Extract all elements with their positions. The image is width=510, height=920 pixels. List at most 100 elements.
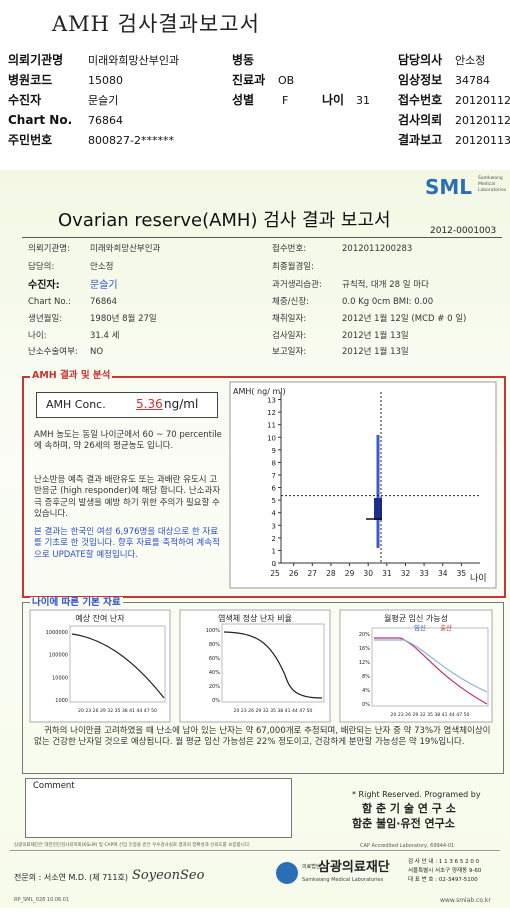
- info-value: 미래와희망산부인과: [90, 244, 161, 254]
- rule: [10, 850, 500, 851]
- basic-box: [22, 602, 504, 774]
- y-tick-label: 8: [272, 459, 276, 467]
- info-value: 2012년 1월 13일: [342, 347, 409, 357]
- x-tick-label: 20 23 26 29 32 35 38 41 44 47 50: [78, 708, 157, 714]
- chart-frame: [229, 381, 497, 589]
- analysis-box: [22, 376, 506, 598]
- report-number: 2012-0001003: [430, 226, 497, 236]
- chart-title: 예상 잔여 난자: [75, 613, 125, 623]
- info-value: NO: [90, 347, 104, 357]
- notice: 삼광의료재단은 대한진단검사의학회(KSLM) 및 CAP에 신임 인증을 받은…: [14, 843, 251, 848]
- y-tick-label: 11: [267, 422, 276, 430]
- y-tick-label: 6: [272, 485, 277, 493]
- chart-title: 월평균 임신 가능성: [384, 613, 448, 623]
- field-value: 76864: [88, 114, 123, 127]
- info-label: 검사일자:: [272, 331, 307, 341]
- field-label: 주민번호: [8, 133, 53, 147]
- x-axis-label: 나이: [470, 573, 487, 584]
- field-label: 병동: [232, 53, 255, 67]
- field-value: 문슬기: [88, 94, 119, 107]
- y-tick-label: 0%: [362, 702, 370, 708]
- x-tick-label: 32: [401, 569, 411, 578]
- info-label: 과거생리습관:: [272, 280, 322, 290]
- x-tick-label: 25: [270, 569, 280, 578]
- x-tick-label: 27: [308, 569, 318, 578]
- info-label: 의뢰기관명:: [28, 244, 70, 254]
- report-title: Ovarian reserve(AMH) 검사 결과 보고서: [58, 210, 391, 231]
- y-tick-label: 0: [272, 560, 276, 568]
- logo-sub: Laboratories: [478, 188, 507, 193]
- web: www.smlab.co.kr: [440, 897, 491, 904]
- info-label: 최종월경일:: [272, 262, 314, 272]
- field-value: 20120113: [455, 134, 510, 147]
- info: 서울특별시 서초구 양재동 9-60: [408, 868, 482, 874]
- curve: [223, 631, 323, 699]
- x-tick-label: 35: [457, 569, 467, 578]
- comment-box: [25, 778, 292, 838]
- info-label: 접수번호:: [272, 244, 307, 254]
- y-tick-label: 20%: [209, 684, 220, 690]
- x-tick-label: 26: [289, 569, 299, 578]
- field-label: 성별: [232, 93, 255, 107]
- field-value: 미래와희망산부인과: [88, 54, 180, 67]
- y-tick-label: 2: [272, 535, 276, 543]
- y-tick-label: 4%: [362, 688, 370, 694]
- signature: SoyeonSeo: [132, 868, 205, 883]
- para: 난소반응 예측 결과 배란유도 또는 과배란 유도시 고반응군 (high re…: [34, 475, 221, 520]
- credit: 함 춘 기 술 연 구 소: [362, 802, 456, 815]
- field-label: 접수번호: [398, 93, 443, 107]
- y-tick-label: 12%: [359, 660, 370, 666]
- info: 대 표 번 호 : 02-3497-5100: [408, 877, 478, 883]
- conc-unit: ng/ml: [164, 397, 199, 411]
- field-label: 임상정보: [398, 73, 443, 87]
- info-label: 담당의:: [28, 262, 55, 272]
- y-axis-label: AMH( ng/ ml): [233, 387, 286, 396]
- field-label: 의뢰기관명: [8, 53, 64, 67]
- info-value: 76864: [90, 297, 118, 307]
- code: RP_SML_028 10.06.01: [14, 897, 70, 903]
- y-tick-label: 3: [272, 522, 276, 530]
- y-tick-label: 7: [272, 472, 276, 480]
- org-logo: [276, 862, 298, 884]
- field-label: 병원코드: [8, 73, 53, 87]
- basic-charts: 예상 잔여 난자 1000000 100000 10000 1000 20 23 26 2…: [29, 609, 493, 723]
- y-tick-label: 1000: [55, 698, 68, 704]
- cap: CAP Accredited Laboratory, 69944-01: [360, 843, 455, 849]
- info-value: 안소정: [90, 262, 114, 272]
- conc-label: AMH Conc.: [46, 398, 106, 411]
- x-tick-label: 20 23 26 29 32 35 38 41 44 47 50: [234, 708, 313, 714]
- y-tick-label: 100000: [49, 653, 68, 659]
- info-value: 31.4 세: [90, 331, 120, 341]
- curve: [374, 637, 488, 705]
- x-tick-label: 34: [438, 569, 448, 578]
- field-value: 20120112: [455, 114, 510, 127]
- logo-sub: Medical: [478, 182, 496, 187]
- info: 검 사 안 내 : 1 1 3 6 5 2 0 0: [408, 859, 480, 865]
- field-value: 15080: [88, 74, 123, 87]
- info-label: 나이:: [28, 331, 47, 341]
- field-value: 31: [356, 94, 370, 107]
- org: 삼광의료재단: [318, 860, 390, 875]
- info-value: 문슬기: [90, 280, 118, 291]
- conc-box: [36, 392, 218, 418]
- info-label: 채취일자:: [272, 314, 307, 324]
- conc-value: 5.36: [136, 397, 163, 411]
- info-label: 보고일자:: [272, 347, 307, 357]
- analysis-title: AMH 결과 및 분석: [30, 370, 113, 382]
- box: [374, 498, 382, 520]
- y-tick-label: 5: [272, 497, 276, 505]
- y-tick-label: 20%: [359, 632, 370, 638]
- info-value: 1980년 8월 27일: [90, 314, 157, 324]
- plot: [69, 625, 166, 703]
- credit: * Right Reserved. Programed by: [352, 790, 481, 799]
- field-value: OB: [278, 74, 295, 87]
- info-value: 2012년 1월 12일 (MCD # 0 일): [342, 314, 467, 324]
- summary: 귀하의 나이만큼 고려하였을 때 난소에 남아 있는 난자는 약 67,000개…: [34, 726, 491, 748]
- y-tick-label: 4: [272, 510, 277, 518]
- y-tick-label: 10: [267, 434, 276, 442]
- y-tick-label: 1: [272, 547, 276, 555]
- info-value: 2012011200283: [342, 244, 413, 254]
- y-tick-label: 40%: [209, 670, 220, 676]
- credit: 함춘 불임·유전 연구소: [352, 817, 455, 830]
